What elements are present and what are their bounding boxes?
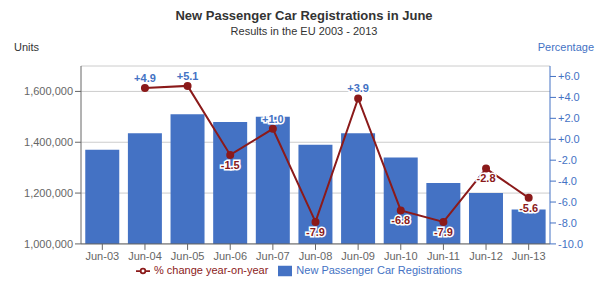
svg-text:-1.5: -1.5 [221, 159, 240, 171]
svg-text:1,000,000: 1,000,000 [24, 238, 73, 250]
html-text:Percentage: Percentage [537, 41, 594, 53]
svg-text:Jun-07: Jun-07 [256, 250, 290, 262]
svg-text:+4.9: +4.9 [134, 72, 156, 84]
svg-text:-6.0: -6.0 [558, 196, 577, 208]
svg-text:Jun-12: Jun-12 [469, 250, 503, 262]
svg-text:+1.0: +1.0 [262, 113, 284, 125]
svg-text:Jun-09: Jun-09 [341, 250, 375, 262]
svg-text:1,400,000: 1,400,000 [24, 136, 73, 148]
svg-text:+3.9: +3.9 [347, 82, 369, 94]
svg-text:-5.6: -5.6 [519, 202, 538, 214]
svg-text:1,200,000: 1,200,000 [24, 187, 73, 199]
svg-text:+6.0: +6.0 [558, 70, 580, 82]
svg-text:-7.9: -7.9 [306, 226, 325, 238]
svg-text:+4.0: +4.0 [558, 91, 580, 103]
html-text:% change year-on-year: % change year-on-year [154, 263, 269, 276]
html-text:Results in the EU 2003 - 2013: Results in the EU 2003 - 2013 [230, 25, 378, 37]
svg-text:-7.9: -7.9 [434, 226, 453, 238]
svg-text:Jun-04: Jun-04 [128, 250, 162, 262]
html-text:New Passenger Car Registration: New Passenger Car Registrations [296, 263, 462, 276]
svg-text:1,600,000: 1,600,000 [24, 85, 73, 97]
svg-text:Jun-06: Jun-06 [213, 250, 247, 262]
svg-text:Jun-10: Jun-10 [384, 250, 418, 262]
svg-text:-4.0: -4.0 [558, 175, 577, 187]
html-text:New Passenger Car Registration: New Passenger Car Registrations in June [175, 8, 433, 23]
svg-text:Jun-13: Jun-13 [512, 250, 546, 262]
html-text:Units: Units [14, 41, 40, 53]
svg-text:Jun-11: Jun-11 [427, 250, 460, 262]
svg-text:Jun-08: Jun-08 [299, 250, 333, 262]
svg-text:-6.8: -6.8 [391, 214, 410, 226]
svg-text:-10.0: -10.0 [558, 238, 583, 250]
svg-text:+0.0: +0.0 [558, 133, 580, 145]
svg-text:+5.1: +5.1 [177, 70, 199, 82]
svg-text:-8.0: -8.0 [558, 217, 577, 229]
svg-text:-2.0: -2.0 [558, 154, 577, 166]
svg-text:Jun-05: Jun-05 [171, 250, 205, 262]
svg-text:-2.8: -2.8 [477, 172, 496, 184]
svg-text:Jun-03: Jun-03 [85, 250, 119, 262]
svg-text:+2.0: +2.0 [558, 112, 580, 124]
